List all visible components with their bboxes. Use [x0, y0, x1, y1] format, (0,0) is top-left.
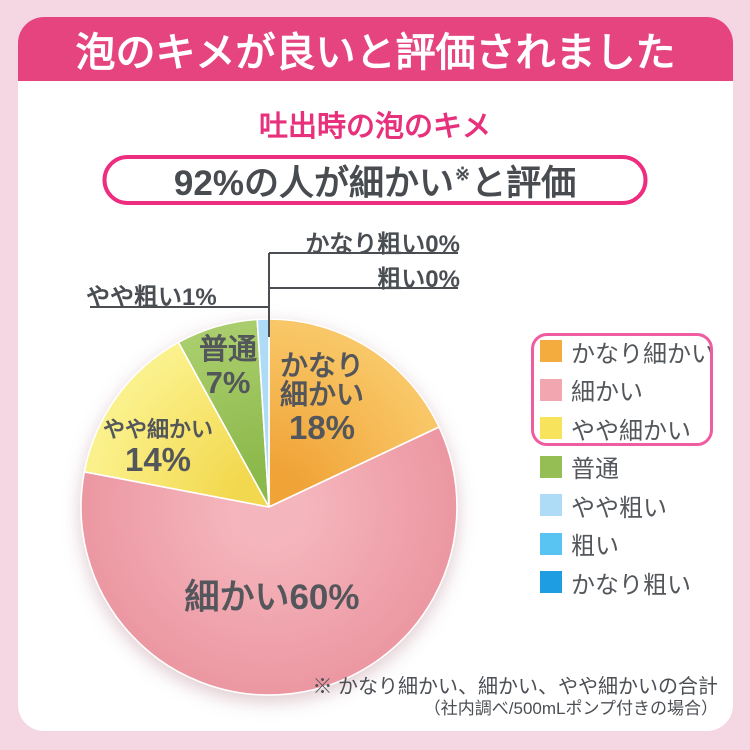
pill-text-before: 92%の人が細かい — [173, 163, 454, 203]
pie-label-line: 細かい60% — [184, 578, 360, 617]
legend-swatch — [540, 494, 562, 517]
pie-label-line: 細かい — [279, 379, 364, 410]
legend-item-0: かなり細かい — [540, 332, 715, 371]
footnote: ※ かなり細かい、細かい、やや細かいの合計 （社内調べ/500mLポンプ付きの場… — [312, 676, 718, 719]
legend: かなり細かい 細かいやや細かい普通やや粗い粗いかなり粗い — [540, 332, 715, 602]
header-banner: 泡のキメが良いと評価されました — [18, 17, 733, 81]
chart-subtitle: 吐出時の泡のキメ — [258, 111, 491, 143]
legend-swatch — [540, 378, 562, 401]
note-mark: ※ — [454, 164, 471, 184]
highlight-pill: 92%の人が細かい ※ と評価 — [102, 155, 648, 205]
pie-label-line: 普通 — [198, 334, 257, 366]
pie-label-line: 7% — [205, 365, 251, 400]
legend-item-4: やや粗い — [540, 486, 715, 525]
legend-swatch — [540, 455, 562, 478]
legend-item-2: やや細かい — [540, 409, 715, 448]
footnote-line1: ※ かなり細かい、細かい、やや細かいの合計 — [312, 676, 718, 698]
legend-item-1: 細かい — [540, 371, 715, 410]
legend-label: やや粗い — [571, 494, 667, 522]
legend-item-3: 普通 — [540, 448, 715, 487]
legend-swatch — [540, 417, 562, 440]
footnote-line2: （社内調べ/500mLポンプ付きの場合） — [423, 699, 718, 718]
legend-swatch — [540, 532, 562, 555]
pie-label-kanari-hosokai: かなり 細かい 18% — [240, 350, 404, 446]
callout-label-yaya-arai: やや粗い1% — [86, 284, 217, 311]
callout-label-kanari-arai: かなり粗い0% — [305, 231, 460, 258]
pie-label-line: かなり — [279, 350, 364, 381]
pie-label-line: 14% — [124, 441, 192, 478]
legend-item-6: かなり粗い — [540, 563, 715, 602]
legend-swatch — [540, 340, 562, 363]
pie-label-line: やや細かい — [102, 417, 213, 442]
legend-swatch — [540, 571, 562, 594]
callout-label-arai: 粗い0% — [377, 266, 460, 293]
pie-label-yaya-hosokai: やや細かい 14% — [78, 417, 238, 478]
pie-label-line: 18% — [288, 409, 356, 446]
pill-text-after: と評価 — [471, 163, 577, 203]
legend-label: 細かい — [571, 379, 643, 407]
legend-label: 粗い — [571, 533, 619, 561]
pie-label-hosokai: 細かい60% — [152, 580, 392, 616]
banner-title: 泡のキメが良いと評価されました — [75, 31, 676, 75]
legend-item-5: 粗い — [540, 525, 715, 564]
legend-label: やや細かい — [571, 417, 691, 445]
pie-label-futsu: 普通 7% — [158, 334, 298, 400]
legend-label: かなり粗い — [571, 571, 691, 599]
legend-label: 普通 — [571, 456, 619, 484]
legend-label: かなり細かい — [571, 340, 715, 368]
